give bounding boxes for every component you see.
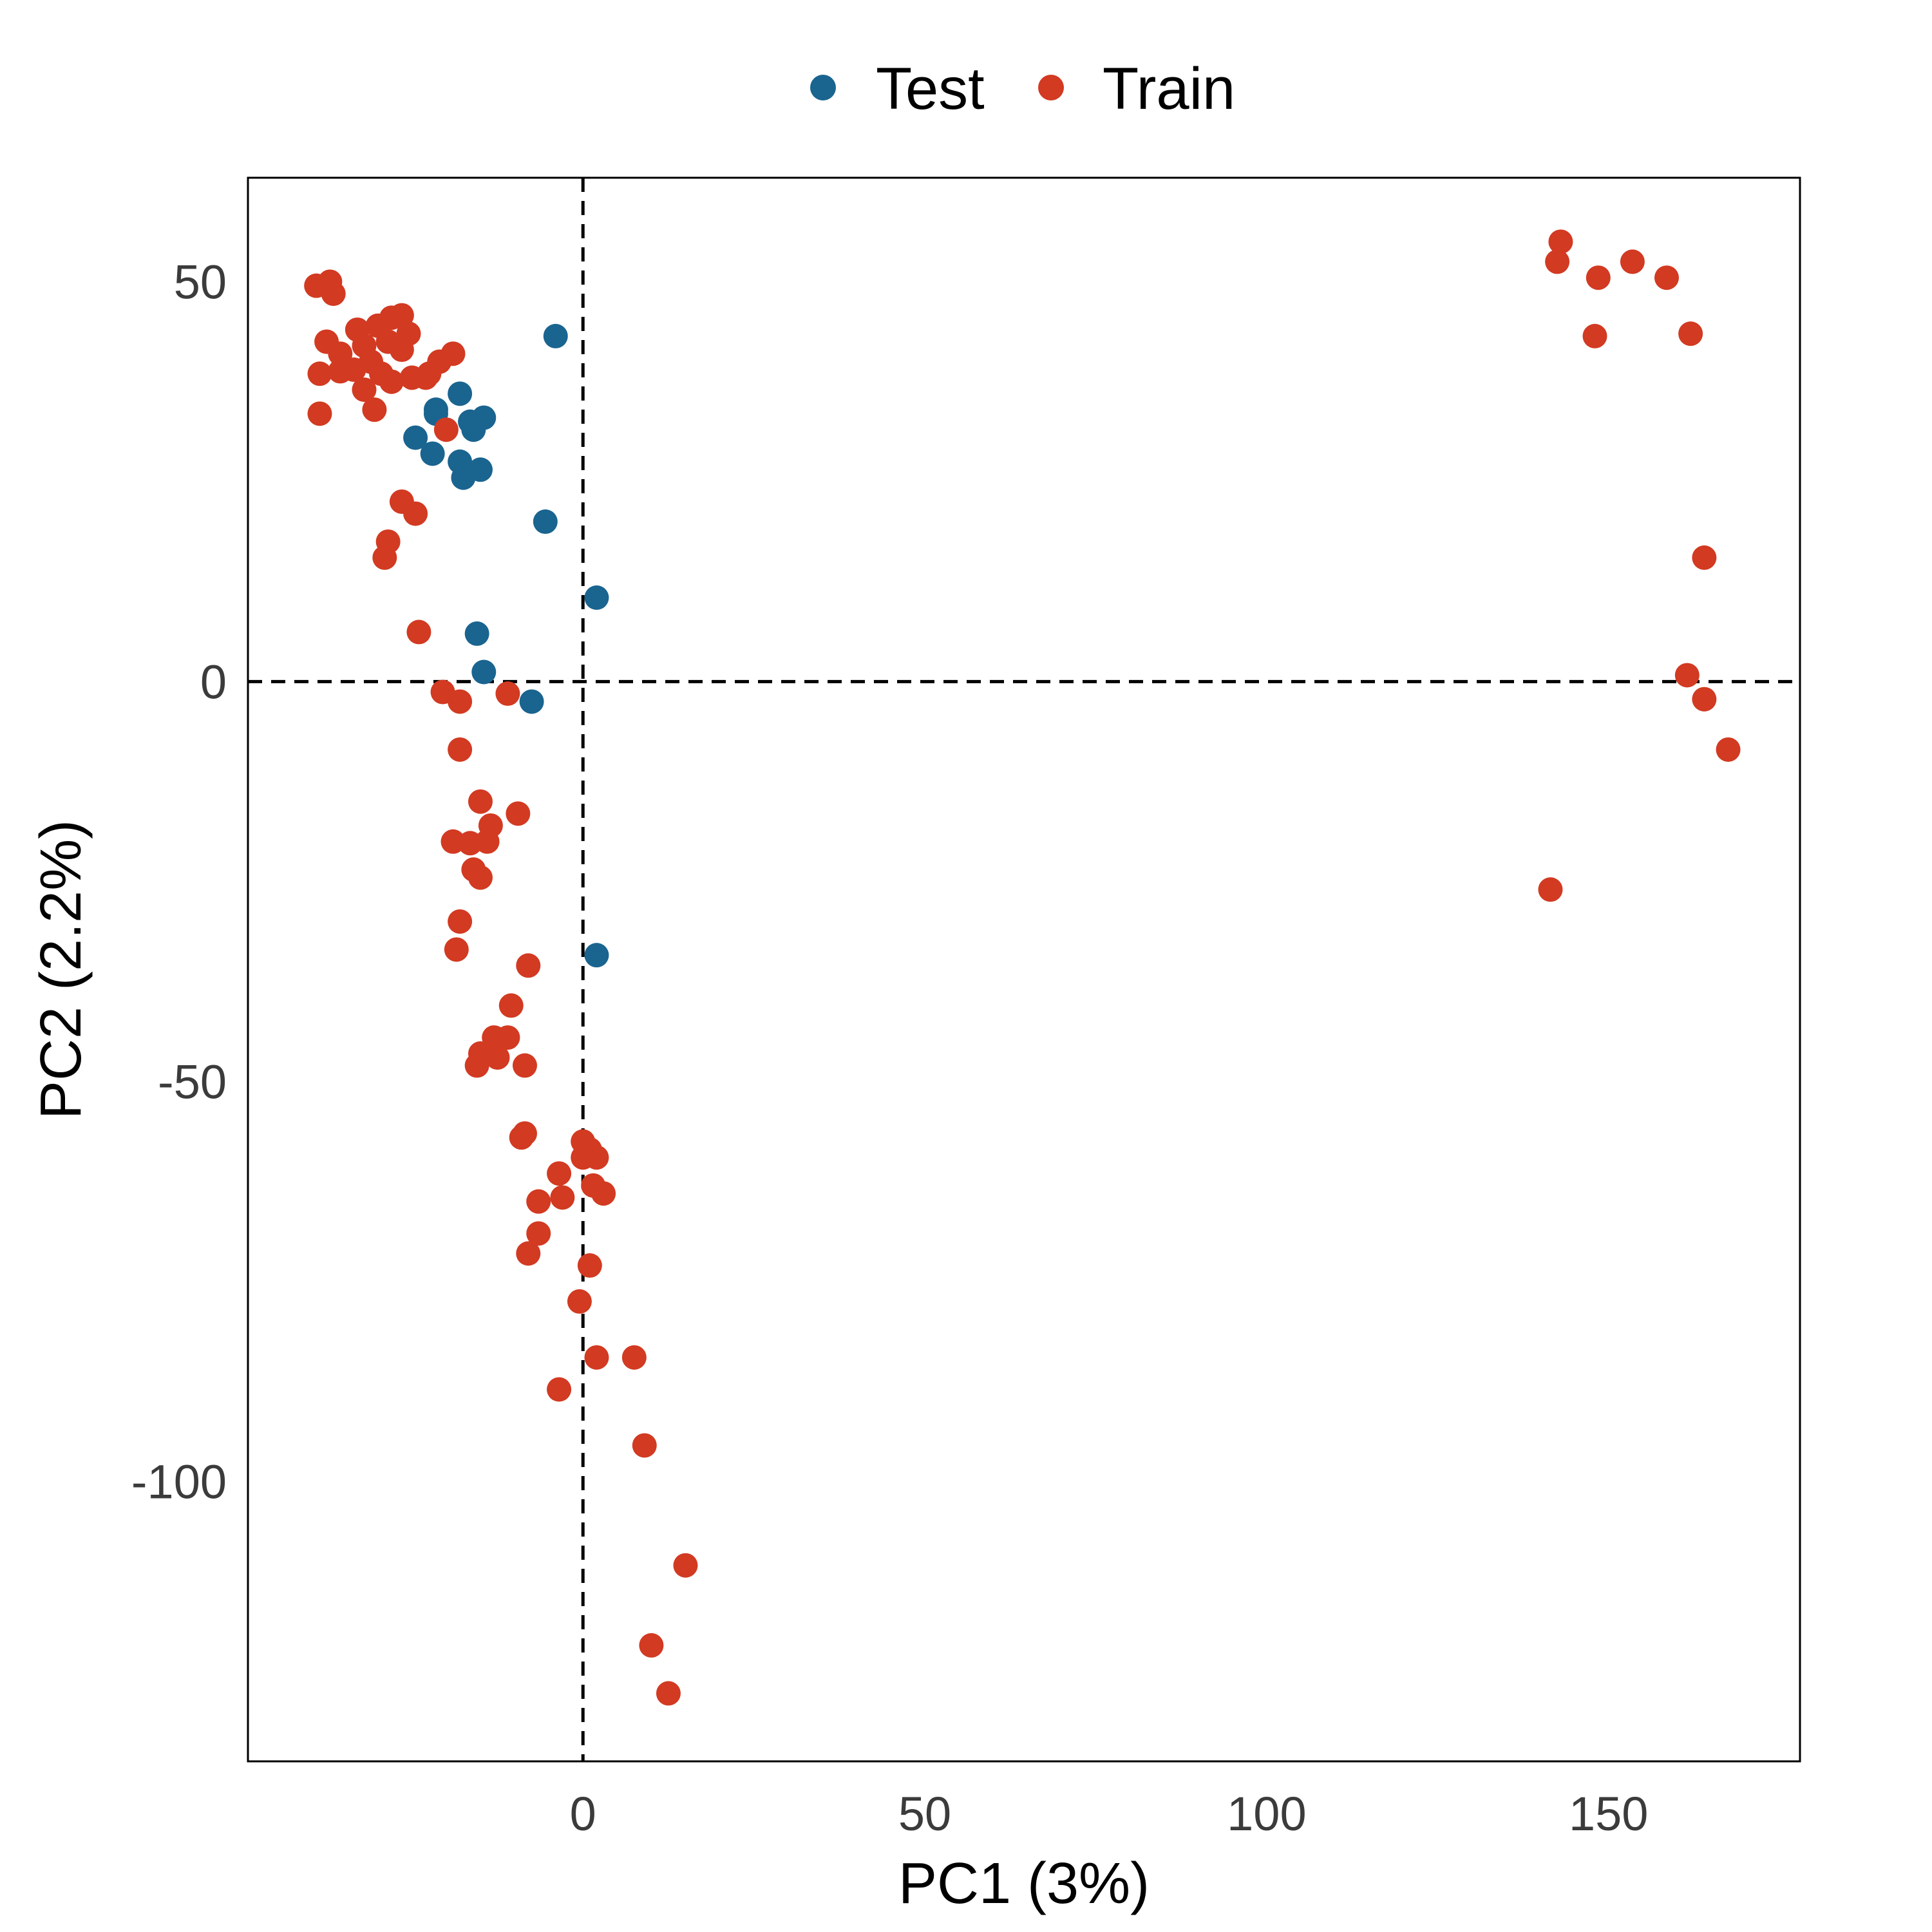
- data-point-train: [673, 1553, 698, 1578]
- data-point-train: [509, 1125, 534, 1150]
- y-tick-label: 50: [174, 255, 227, 308]
- data-point-train: [1586, 265, 1611, 290]
- data-point-train: [516, 953, 541, 978]
- data-point-train: [468, 865, 493, 890]
- data-point-train: [516, 1241, 541, 1266]
- data-point-train: [389, 303, 414, 328]
- data-point-train: [547, 1161, 572, 1186]
- legend-label-train: Train: [1103, 56, 1235, 122]
- data-point-train: [444, 937, 469, 962]
- data-point-train: [656, 1681, 681, 1706]
- data-point-test: [448, 381, 473, 406]
- data-point-train: [1716, 737, 1741, 762]
- data-point-train: [403, 501, 428, 526]
- data-point-train: [328, 359, 353, 384]
- data-point-train: [475, 829, 500, 854]
- data-point-test: [420, 441, 445, 466]
- y-axis-title: PC2 (2.2%): [29, 820, 93, 1119]
- data-point-test: [533, 509, 558, 535]
- y-tick-label: 0: [200, 655, 227, 708]
- data-point-train: [1545, 249, 1570, 274]
- data-point-train: [362, 397, 387, 422]
- data-point-train: [440, 341, 466, 366]
- data-point-train: [526, 1221, 551, 1246]
- data-point-train: [448, 689, 473, 714]
- y-tick-label: -50: [158, 1055, 227, 1108]
- data-point-train: [621, 1345, 647, 1370]
- x-tick-label: 0: [570, 1787, 596, 1841]
- series-train: [304, 229, 1741, 1706]
- x-tick-label: 50: [898, 1787, 951, 1841]
- data-point-train: [352, 377, 377, 402]
- x-axis-title: PC1 (3%): [898, 1852, 1150, 1916]
- data-point-train: [485, 1045, 510, 1070]
- data-point-train: [526, 1189, 551, 1214]
- data-point-train: [567, 1289, 592, 1314]
- series-test: [403, 323, 609, 968]
- data-point-train: [417, 361, 442, 386]
- data-point-train: [547, 1377, 572, 1402]
- data-point-train: [1692, 545, 1717, 570]
- data-point-train: [406, 620, 431, 645]
- data-point-train: [321, 281, 346, 307]
- data-point-train: [1654, 265, 1679, 290]
- data-point-train: [632, 1433, 657, 1458]
- data-point-train: [1674, 663, 1700, 688]
- data-point-train: [379, 369, 404, 394]
- y-axis: 50 0 -50 -100: [131, 255, 227, 1508]
- legend-marker-train: [1038, 75, 1064, 100]
- data-point-test: [403, 425, 428, 450]
- data-point-train: [1538, 877, 1563, 902]
- legend-marker-test: [810, 75, 836, 100]
- data-point-train: [372, 545, 397, 570]
- legend: Test Train: [810, 56, 1235, 122]
- data-point-train: [389, 337, 414, 363]
- data-point-train: [506, 801, 531, 826]
- data-point-train: [448, 909, 473, 934]
- data-point-train: [307, 401, 332, 426]
- data-point-train: [1620, 249, 1645, 274]
- data-point-test: [451, 465, 476, 490]
- data-point-train: [1692, 687, 1717, 712]
- legend-label-test: Test: [876, 56, 985, 122]
- data-point-train: [584, 1345, 609, 1370]
- data-point-test: [471, 405, 497, 430]
- data-point-train: [307, 361, 332, 386]
- y-tick-label: -100: [131, 1455, 227, 1508]
- data-point-train: [495, 1025, 520, 1050]
- x-tick-label: 100: [1227, 1787, 1306, 1841]
- data-point-train: [571, 1145, 596, 1170]
- data-point-train: [433, 417, 459, 442]
- data-point-train: [591, 1181, 616, 1206]
- data-point-test: [543, 323, 568, 348]
- data-point-train: [448, 737, 473, 762]
- data-point-train: [550, 1185, 575, 1210]
- data-point-train: [639, 1633, 664, 1658]
- data-point-train: [1582, 323, 1607, 348]
- x-tick-label: 150: [1569, 1787, 1648, 1841]
- data-point-test: [519, 689, 544, 714]
- data-point-train: [468, 789, 493, 814]
- data-point-test: [471, 659, 497, 685]
- x-axis: 0 50 100 150: [570, 1787, 1649, 1841]
- data-point-train: [577, 1253, 602, 1278]
- data-point-train: [464, 1053, 489, 1078]
- data-point-test: [584, 585, 609, 611]
- data-point-train: [1548, 229, 1573, 254]
- data-point-test: [464, 621, 489, 646]
- plot-frame: [247, 176, 1801, 1763]
- data-point-train: [498, 993, 524, 1018]
- data-points: [304, 229, 1741, 1706]
- data-point-test: [423, 397, 448, 422]
- data-point-train: [495, 681, 520, 706]
- data-point-train: [1678, 321, 1703, 346]
- data-point-test: [584, 943, 609, 968]
- data-point-train: [328, 341, 353, 366]
- data-point-train: [512, 1053, 537, 1078]
